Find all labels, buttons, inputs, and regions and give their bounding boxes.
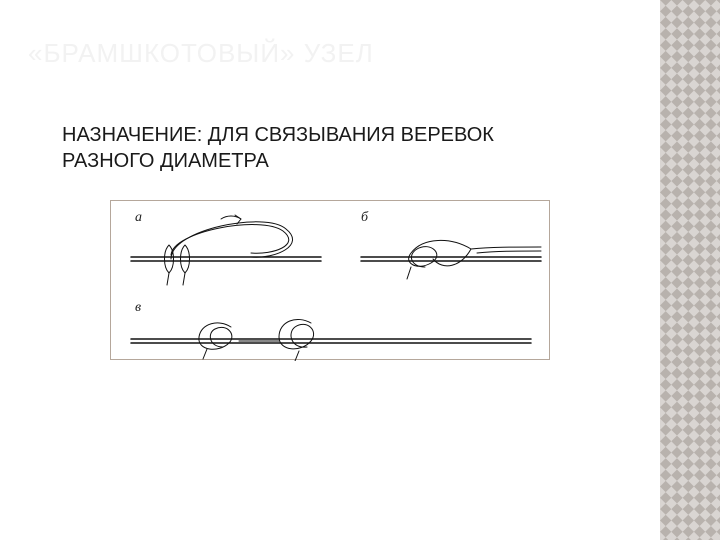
slide-title: «БРАМШКОТОВЫЙ» УЗЕЛ (28, 38, 374, 69)
decor-pattern (660, 0, 720, 540)
slide-subtitle: НАЗНАЧЕНИЕ: ДЛЯ СВЯЗЫВАНИЯ ВЕРЕВОК РАЗНО… (62, 122, 542, 174)
decor-right-strip (660, 0, 720, 540)
svg-text:б: б (361, 210, 369, 225)
svg-text:а: а (135, 210, 142, 225)
knot-figure-frame: а б в (110, 200, 550, 360)
knot-figure: а б в (111, 201, 551, 361)
svg-text:в: в (135, 300, 141, 315)
slide-root: «БРАМШКОТОВЫЙ» УЗЕЛ НАЗНАЧЕНИЕ: ДЛЯ СВЯЗ… (0, 0, 720, 540)
